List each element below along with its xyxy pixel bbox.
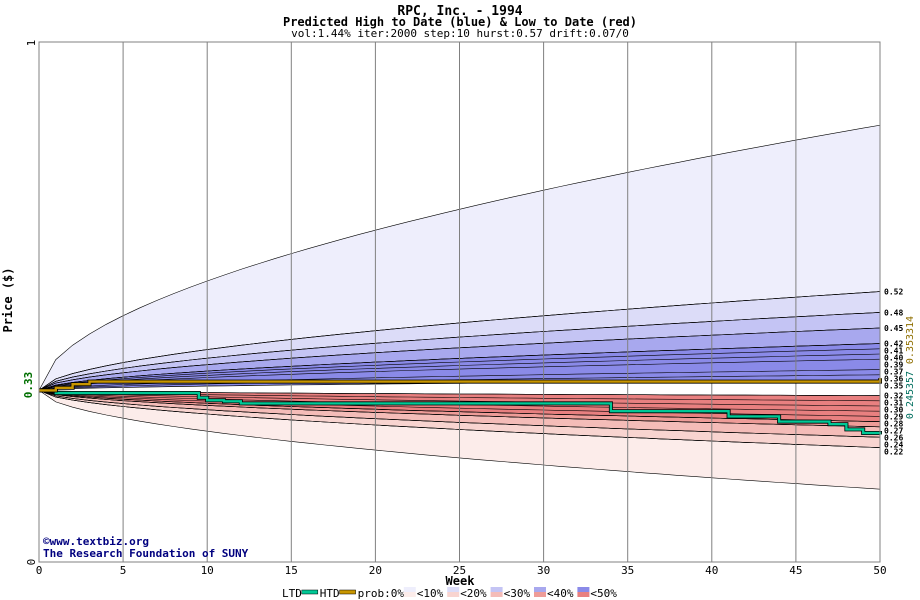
legend-ltd-label: LTD xyxy=(282,587,302,600)
level-label: 0.41 xyxy=(884,347,903,356)
legend-swatch-low xyxy=(577,592,590,597)
x-tick-label: 20 xyxy=(369,564,382,577)
plot-frame xyxy=(38,41,881,563)
legend-swatch-low xyxy=(403,592,416,597)
x-axis-label: Week xyxy=(446,574,476,588)
legend-swatch-high xyxy=(403,587,416,592)
level-label: 0.52 xyxy=(884,288,903,297)
level-label: 0.29 xyxy=(884,413,903,422)
legend-swatch-low xyxy=(447,592,460,597)
x-tick-label: 10 xyxy=(201,564,214,577)
x-tick-label: 25 xyxy=(453,564,466,577)
legend-bucket-label: <20% xyxy=(460,587,487,600)
x-tick-label: 15 xyxy=(285,564,298,577)
level-label: 0.39 xyxy=(884,361,903,370)
x-tick-label: 35 xyxy=(621,564,634,577)
legend-swatch-high xyxy=(534,587,546,592)
x-axis-ticks: 0 5 10 15 20 25 30 35 40 45 50 xyxy=(36,564,887,577)
htd-final-value: 0.353314 xyxy=(905,316,916,364)
current-price-label: 0.33 xyxy=(22,372,35,399)
legend-swatch-low xyxy=(490,592,503,597)
chart-title: RPC, Inc. - 1994 xyxy=(397,4,522,19)
legend-htd-label: HTD xyxy=(320,587,340,600)
level-label: 0.27 xyxy=(884,427,903,436)
right-level-labels: 0.52 0.48 0.45 0.420.410.400.390.370.360.35… xyxy=(884,288,903,457)
x-tick-label: 45 xyxy=(789,564,802,577)
level-label: 0.35 xyxy=(884,382,903,391)
legend-htd-swatch xyxy=(339,589,356,595)
y-top-label: 1 xyxy=(25,40,38,47)
x-tick-label: 0 xyxy=(36,564,43,577)
level-label: 0.24 xyxy=(884,441,903,450)
y-bottom-label: 0 xyxy=(25,559,38,566)
ltd-line xyxy=(39,389,882,435)
legend: LTD HTD prob:0% <10% <20% <30% <40% <50% xyxy=(282,587,617,600)
ltd-final-value: 0.245357 xyxy=(905,371,916,419)
legend-swatch-high xyxy=(577,587,590,592)
chart-subtitle: Predicted High to Date (blue) & Low to D… xyxy=(283,15,637,29)
legend-swatch-low xyxy=(534,592,546,597)
level-label: 0.28 xyxy=(884,420,903,429)
credit-site: ©www.textbiz.org xyxy=(43,535,149,548)
level-label: 0.22 xyxy=(884,448,903,457)
level-label: 0.32 xyxy=(884,392,903,401)
level-label: 0.30 xyxy=(884,406,903,415)
x-tick-label: 5 xyxy=(120,564,127,577)
htd-line xyxy=(39,378,882,392)
level-label: 0.48 xyxy=(884,308,903,317)
legend-bucket-label: <10% xyxy=(417,587,444,600)
x-tick-label: 50 xyxy=(873,564,886,577)
level-label: 0.37 xyxy=(884,368,903,377)
legend-bucket-label: <30% xyxy=(504,587,531,600)
legend-bucket-label: <50% xyxy=(590,587,617,600)
level-label: 0.36 xyxy=(884,375,903,384)
legend-ltd-swatch xyxy=(301,589,319,595)
x-tick-label: 40 xyxy=(705,564,718,577)
y-axis-label: Price ($) xyxy=(1,267,15,332)
legend-bucket-label: <40% xyxy=(547,587,574,600)
series-lines xyxy=(39,378,882,435)
level-label: 0.40 xyxy=(884,354,903,363)
legend-swatch-high xyxy=(447,587,460,592)
level-label: 0.31 xyxy=(884,399,903,408)
simulation-params: vol:1.44% iter:2000 step:10 hurst:0.57 d… xyxy=(291,27,629,40)
legend-prob-label: prob:0% xyxy=(358,587,405,600)
level-label: 0.26 xyxy=(884,434,903,443)
level-label: 0.42 xyxy=(884,340,903,349)
level-label: 0.45 xyxy=(884,324,903,333)
x-tick-label: 30 xyxy=(537,564,550,577)
legend-swatch-high xyxy=(490,587,503,592)
credit-org: The Research Foundation of SUNY xyxy=(43,547,249,560)
